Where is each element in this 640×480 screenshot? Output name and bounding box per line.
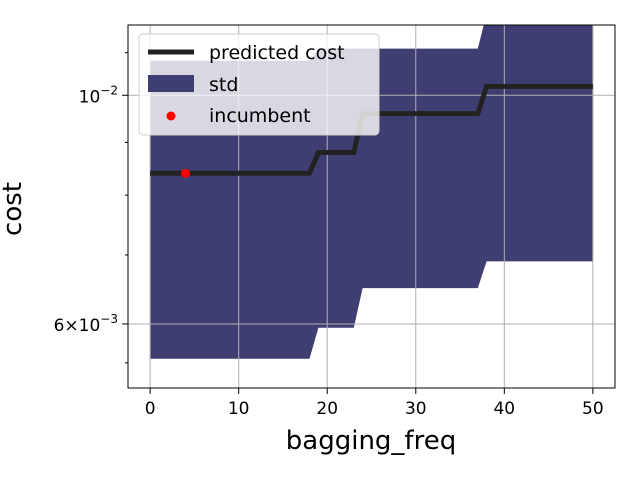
x-tick-label: 30	[405, 399, 427, 419]
x-tick-label: 20	[316, 399, 338, 419]
legend-box	[138, 33, 380, 136]
legend: predicted cost std incumbent	[138, 33, 380, 136]
x-tick-label: 10	[228, 399, 250, 419]
y-tick-label: 6×10−3	[54, 312, 118, 336]
plot-frame	[127, 24, 616, 389]
legend-swatch-std	[148, 75, 194, 92]
x-axis-label: bagging_freq	[286, 426, 456, 456]
y-axis-label: cost	[0, 182, 28, 236]
legend-label-std: std	[209, 74, 238, 96]
x-tick-label: 0	[145, 399, 156, 419]
y-tick-label: 10−2	[79, 83, 118, 107]
x-tick-label: 50	[582, 399, 604, 419]
legend-swatch-incumbent	[166, 111, 176, 121]
legend-label-incumbent: incumbent	[209, 105, 311, 127]
incumbent-point	[181, 168, 191, 178]
legend-label-predicted-cost: predicted cost	[209, 42, 345, 64]
x-tick-label: 40	[493, 399, 515, 419]
